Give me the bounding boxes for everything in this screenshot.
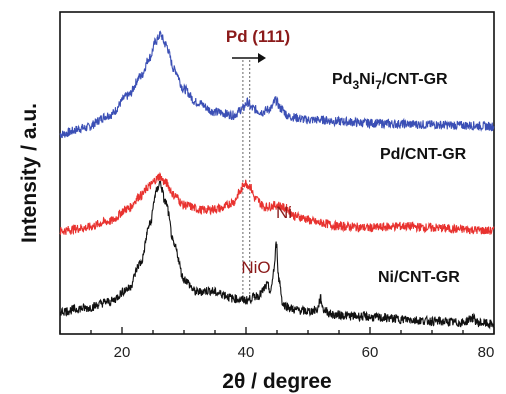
annotation-ni: Ni xyxy=(276,203,292,222)
x-tick-label: 60 xyxy=(362,344,379,361)
x-axis-title: 2θ / degree xyxy=(222,370,331,393)
series-label-pd3ni7-part3: /CNT-GR xyxy=(382,71,448,88)
series-layer xyxy=(59,30,495,330)
annotation-nio: NiO xyxy=(241,258,270,277)
series-line-1 xyxy=(59,171,495,236)
x-tick-label: 80 xyxy=(478,344,495,361)
series-line-0 xyxy=(59,30,495,139)
y-axis-title: Intensity / a.u. xyxy=(18,103,41,243)
series-label-pd3ni7: Pd3Ni7/CNT-GR xyxy=(332,71,448,92)
series-label-pd3ni7-sub1: 3 xyxy=(352,78,359,92)
series-label-pd: Pd/CNT-GR xyxy=(380,146,467,163)
annotation-arrow xyxy=(232,53,266,63)
x-axis-ticks: 20 40 60 80 xyxy=(59,327,495,361)
series-label-pd3ni7-part1: Pd xyxy=(332,71,352,88)
x-tick-label: 20 xyxy=(114,344,131,361)
annotation-pd111: Pd (111) xyxy=(226,27,290,46)
series-label-pd3ni7-part2: Ni xyxy=(359,71,375,88)
series-label-pd3ni7-sub2: 7 xyxy=(375,78,382,92)
series-label-ni: Ni/CNT-GR xyxy=(378,269,460,286)
series-line-2 xyxy=(59,180,495,330)
x-tick-label: 40 xyxy=(238,344,255,361)
